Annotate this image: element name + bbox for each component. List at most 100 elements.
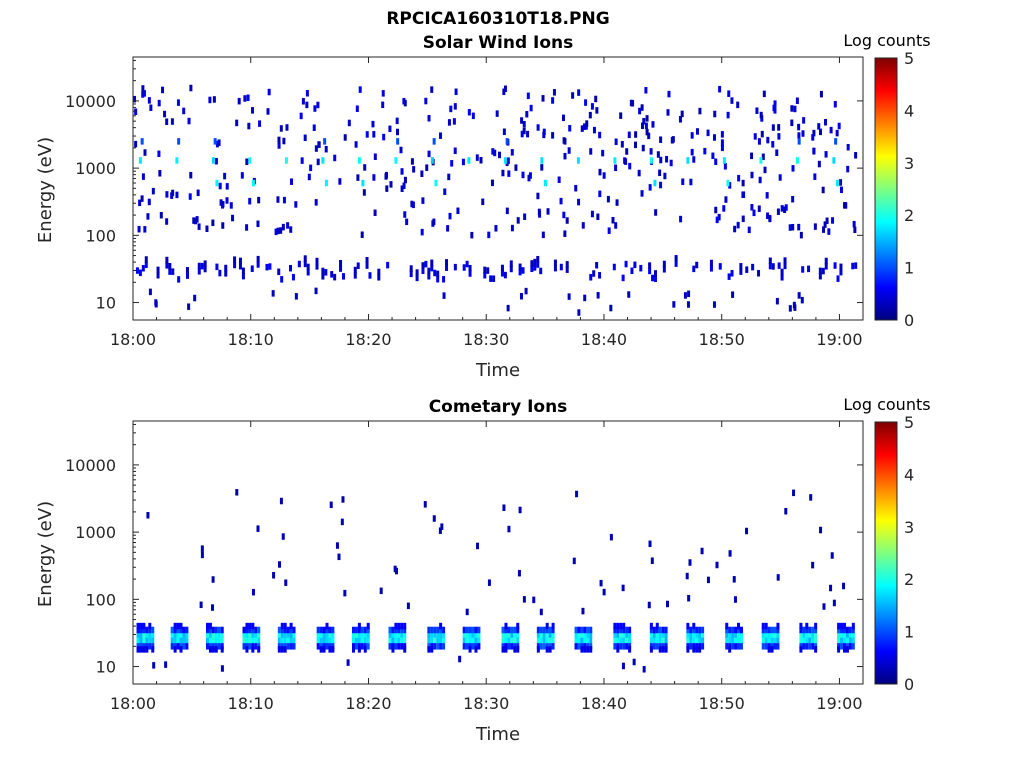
data-cell: [314, 287, 318, 295]
data-cell: [400, 185, 404, 192]
data-cell: [199, 601, 203, 609]
data-cell: [797, 132, 801, 139]
data-cell: [521, 171, 525, 179]
data-cell: [686, 157, 690, 164]
data-cell: [507, 636, 511, 644]
data-cell: [175, 157, 179, 164]
data-cell: [842, 622, 846, 630]
data-cell: [248, 636, 252, 644]
data-cell: [645, 115, 649, 122]
data-cell: [354, 626, 358, 634]
data-cell: [220, 665, 224, 672]
data-cell: [279, 125, 283, 132]
data-cell: [133, 95, 137, 103]
data-cell: [333, 273, 337, 281]
data-cell: [784, 507, 788, 515]
data-cell: [791, 223, 795, 231]
data-cell: [766, 136, 770, 144]
data-cell: [280, 626, 284, 634]
data-cell: [363, 626, 367, 634]
data-cell: [276, 227, 280, 235]
data-cell: [317, 141, 321, 148]
data-cell: [658, 646, 662, 653]
data-cell: [355, 105, 359, 112]
data-cell: [559, 263, 563, 271]
data-cell: [396, 128, 400, 136]
data-cell: [328, 626, 332, 634]
data-cell: [405, 218, 409, 226]
data-cell: [394, 157, 398, 164]
data-cell: [442, 276, 446, 283]
data-cell: [551, 132, 555, 139]
data-cell: [686, 631, 690, 638]
data-cell: [824, 257, 828, 265]
data-cell: [193, 294, 197, 302]
data-cell: [518, 506, 522, 514]
data-cell: [157, 150, 161, 158]
data-cell: [231, 214, 235, 222]
data-cell: [442, 292, 446, 299]
data-cell: [818, 128, 822, 136]
data-cell: [321, 273, 325, 280]
data-cell: [284, 579, 288, 586]
data-cell: [542, 636, 546, 644]
data-cell: [145, 626, 149, 634]
data-cell: [680, 110, 684, 118]
x-tick-label: 18:00: [110, 694, 156, 713]
data-cell: [805, 636, 809, 644]
data-cell: [461, 158, 465, 166]
data-cell: [436, 626, 440, 634]
data-cell: [788, 305, 792, 312]
data-cell: [225, 197, 229, 204]
data-cell: [462, 626, 466, 634]
data-cell: [170, 118, 174, 125]
data-cell: [462, 636, 466, 644]
data-cell: [251, 646, 255, 653]
data-cell: [208, 622, 212, 630]
data-cell: [822, 603, 826, 610]
data-cell: [248, 626, 252, 634]
data-cell: [616, 646, 620, 653]
data-cell: [783, 262, 787, 270]
data-cell: [251, 588, 255, 596]
data-cell: [280, 276, 284, 283]
data-cell: [801, 130, 805, 137]
data-cell: [647, 132, 651, 140]
data-cell: [303, 255, 307, 262]
data-cell: [292, 636, 296, 644]
data-cell: [360, 643, 364, 650]
data-cell: [627, 291, 631, 298]
data-cell: [340, 518, 344, 526]
data-cell: [645, 128, 649, 136]
data-cell: [412, 166, 416, 173]
data-cell: [251, 636, 255, 644]
data-cell: [312, 124, 316, 131]
data-cell: [468, 264, 472, 272]
data-cell: [305, 90, 309, 97]
data-cell: [628, 646, 632, 653]
data-cell: [595, 107, 599, 114]
cometary-panel: Cometary Ions Log counts Time Energy (eV…: [35, 395, 931, 745]
data-cell: [339, 260, 343, 267]
data-cell: [757, 205, 761, 212]
data-cell: [242, 643, 246, 650]
data-cell: [410, 200, 414, 208]
data-cell: [805, 631, 809, 638]
data-cell: [241, 272, 245, 280]
data-cell: [761, 622, 765, 630]
data-cell: [507, 643, 511, 650]
data-cell: [471, 643, 475, 650]
data-cell: [147, 198, 151, 206]
data-cell: [541, 231, 545, 239]
data-cell: [619, 636, 623, 644]
data-cell: [551, 643, 555, 650]
data-cell: [839, 268, 843, 276]
data-cell: [649, 636, 653, 644]
data-cell: [136, 631, 140, 638]
data-cell: [837, 626, 841, 634]
data-cell: [658, 169, 662, 177]
data-cell: [703, 147, 707, 155]
data-cell: [513, 626, 517, 634]
data-cell: [759, 111, 763, 119]
data-cell: [325, 631, 329, 638]
